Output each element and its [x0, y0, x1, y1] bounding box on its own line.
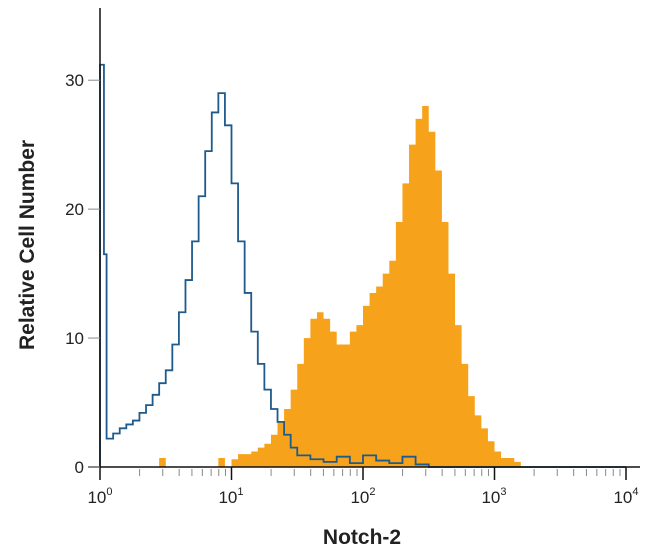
- histogram-filled-series: [100, 105, 626, 467]
- x-tick-labels: 100 101 102 103 104: [87, 486, 638, 507]
- y-axis-title: Relative Cell Number: [16, 140, 39, 350]
- y-tick-label: 0: [75, 458, 84, 477]
- y-tick-label: 30: [65, 71, 84, 90]
- x-axis-title: Notch-2: [323, 526, 401, 549]
- y-tick-labels: 0 10 20 30: [65, 71, 84, 477]
- series-layer: [99, 63, 626, 468]
- x-tick-label: 102: [350, 486, 375, 507]
- y-tick-label: 20: [65, 200, 84, 219]
- x-tick-label: 101: [218, 486, 243, 507]
- x-tick-label: 100: [87, 486, 112, 507]
- x-tick-label: 104: [613, 486, 638, 507]
- x-tick-label: 103: [481, 486, 506, 507]
- histogram-outline-series: [99, 63, 626, 468]
- ticks-layer: [88, 79, 627, 480]
- y-tick-label: 10: [65, 329, 84, 348]
